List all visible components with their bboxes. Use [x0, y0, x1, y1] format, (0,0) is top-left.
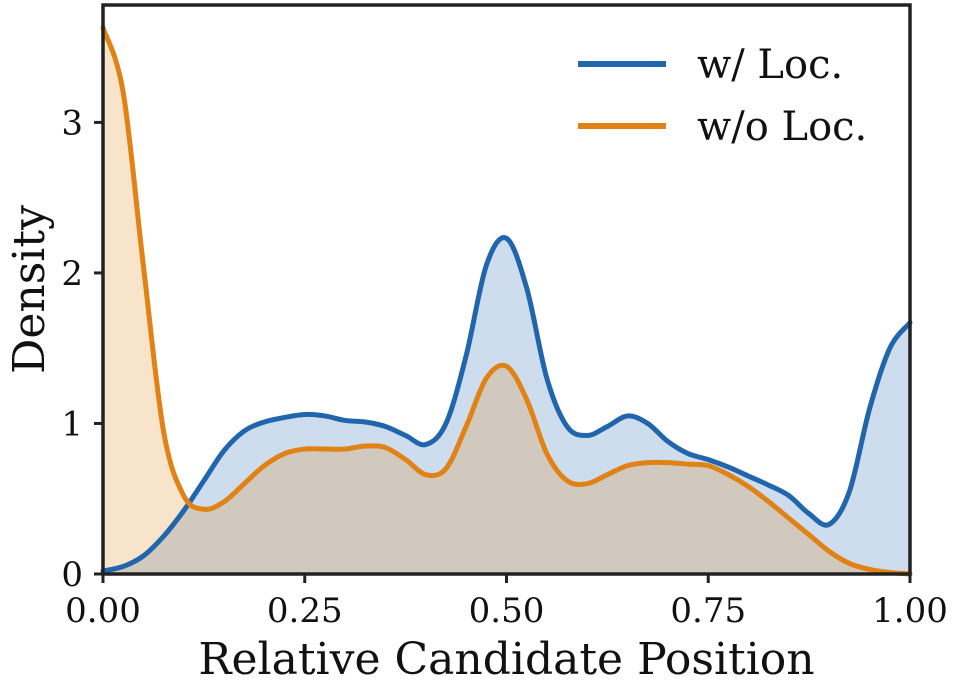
y-tick-label: 2: [61, 254, 83, 294]
legend: w/ Loc. w/o Loc.: [578, 42, 867, 150]
density-fills: [103, 27, 910, 574]
x-tick-label: 0.25: [267, 591, 343, 631]
x-axis-label: Relative Candidate Position: [198, 634, 814, 685]
area-fill-1: [103, 27, 910, 574]
legend-label: w/ Loc.: [697, 42, 843, 88]
density-lines: [100, 25, 913, 577]
x-tick-label: 0.00: [65, 591, 141, 631]
x-tick-label: 0.75: [670, 591, 746, 631]
y-tick-label: 0: [61, 555, 83, 595]
y-axis-label: Density: [4, 205, 55, 374]
x-tick-label: 0.50: [469, 591, 545, 631]
series-line-1: [100, 25, 913, 577]
area-fill-0: [103, 237, 910, 574]
x-tick-label: 1.00: [872, 591, 948, 631]
series-line-0: [100, 235, 913, 574]
y-tick-label: 1: [61, 404, 83, 444]
y-tick-label: 3: [61, 103, 83, 143]
x-axis: 0.00 0.25 0.50 0.75 1.00: [65, 574, 948, 631]
y-axis: 0 1 2 3: [61, 103, 103, 595]
legend-label: w/o Loc.: [697, 104, 867, 150]
